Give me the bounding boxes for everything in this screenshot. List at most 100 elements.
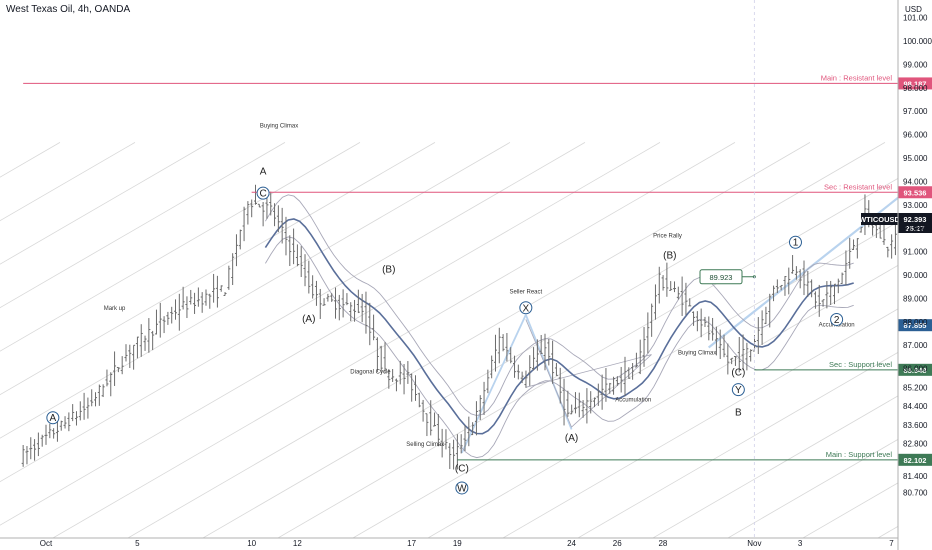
wave-label: (C) [731, 368, 745, 379]
channel-line [802, 482, 898, 538]
channel-line [0, 142, 361, 352]
y-tick-label: 90.000 [903, 271, 928, 280]
y-tick-label: 87.000 [903, 341, 928, 350]
y-tick-label: 83.600 [903, 421, 928, 430]
wave-circle [830, 312, 844, 326]
ma-ribbon [265, 236, 854, 459]
level-label: Main : Resistant level [821, 73, 893, 82]
level-price-tag [898, 186, 932, 199]
countdown-text: 25:27 [905, 224, 924, 233]
x-tick-label: Oct [40, 539, 53, 548]
wave-circle [788, 235, 802, 249]
diagonal-line [461, 314, 527, 454]
level-price-tag [898, 77, 932, 90]
wave-label: (B) [382, 265, 395, 276]
level-label: Sec : Support level [829, 360, 892, 369]
y-tick-label: 98.000 [903, 84, 928, 93]
y-tick-label: 86.000 [903, 365, 928, 374]
annotation: Price Rally [653, 234, 682, 240]
y-tick-label: 96.000 [903, 131, 928, 140]
channel-line [277, 177, 898, 538]
x-tick-label: 28 [658, 539, 667, 548]
wave-label: X [523, 303, 530, 314]
y-tick-label: 101.00 [903, 14, 928, 23]
channel-line [502, 308, 898, 538]
symbol-text: WTICOUSD [859, 215, 900, 224]
channel-line [352, 221, 898, 538]
triangle-pattern [525, 319, 652, 428]
x-tick-label: Nov [747, 539, 761, 548]
level-price-text: 98.187 [904, 79, 927, 88]
y-tick-label: 85.200 [903, 383, 928, 392]
wave-label-major: B [735, 407, 742, 418]
wave-label: A [50, 413, 57, 424]
level-price-text: 85.948 [904, 366, 927, 375]
y-tick-label: 81.400 [903, 472, 928, 481]
symbol-tag [861, 213, 898, 226]
wave-label: (B) [663, 251, 676, 262]
wave-circle [455, 481, 469, 495]
box-label-frame [699, 269, 743, 285]
channel-line [0, 142, 661, 526]
annotation: Selling Climax [406, 442, 444, 448]
annotation: Accumulation [615, 397, 651, 403]
x-tick-label: 12 [293, 539, 302, 548]
annotation: Buying Climax [678, 351, 716, 357]
channel-line [652, 395, 898, 538]
y-tick-label: 100.000 [903, 37, 932, 46]
annotation: Diagonal Cycle [350, 369, 391, 375]
level-price-tag [898, 363, 932, 376]
y-tick-label: 92.000 [903, 224, 928, 233]
x-tick-label: 19 [453, 539, 462, 548]
plot-area [0, 142, 898, 538]
wave-circle [519, 301, 533, 315]
annotation: Seller React [510, 290, 543, 296]
wave-circle [731, 383, 745, 397]
channel-line [202, 142, 886, 538]
wave-label: (C) [455, 464, 469, 475]
y-tick-label: 93.000 [903, 201, 928, 210]
wave-circle [46, 411, 60, 425]
y-tick-label: 80.700 [903, 489, 928, 498]
y-tick-label: 95.000 [903, 154, 928, 163]
level-price-text: 93.536 [904, 188, 927, 197]
y-tick-label: 89.000 [903, 294, 928, 303]
level-price-tag [898, 453, 932, 466]
wave-label: Y [735, 385, 742, 396]
x-tick-label: 7 [889, 539, 894, 548]
current-price-tag [898, 213, 932, 234]
channel-line [577, 351, 898, 538]
wave-label: (A) [302, 314, 315, 325]
annotation: Buying Climax [260, 124, 298, 130]
level-label: Sec : Resistant level [824, 182, 892, 191]
ma-ribbon [265, 194, 854, 416]
level-label: Main : Support level [826, 450, 893, 459]
x-tick-label: 5 [135, 539, 140, 548]
annotation: Mark up [104, 306, 126, 312]
box-label-text: 89.923 [710, 273, 733, 282]
y-tick-label: 97.000 [903, 107, 928, 116]
wave-label: C [259, 189, 266, 200]
channel-line [0, 142, 286, 309]
x-tick-label: 26 [613, 539, 622, 548]
price-tag [898, 319, 932, 332]
channel-line [52, 142, 736, 538]
wave-label-major: A [260, 166, 267, 177]
chart-title: West Texas Oil, 4h, OANDA [6, 4, 131, 15]
wave-label: W [457, 483, 467, 494]
price-tag-text: 87.855 [904, 321, 927, 330]
y-tick-label: 94.000 [903, 177, 928, 186]
level-price-text: 82.102 [904, 456, 927, 465]
y-tick-label: 91.000 [903, 248, 928, 257]
x-tick-label: 24 [567, 539, 576, 548]
wave-label: 1 [793, 238, 799, 249]
channel-line [0, 142, 136, 222]
y-axis-unit: USD [905, 5, 922, 14]
y-tick-label: 88.000 [903, 318, 928, 327]
x-tick-label: 10 [247, 539, 256, 548]
wave-label: (A) [565, 433, 578, 444]
channel-line [427, 264, 898, 538]
channel-line [0, 142, 211, 265]
